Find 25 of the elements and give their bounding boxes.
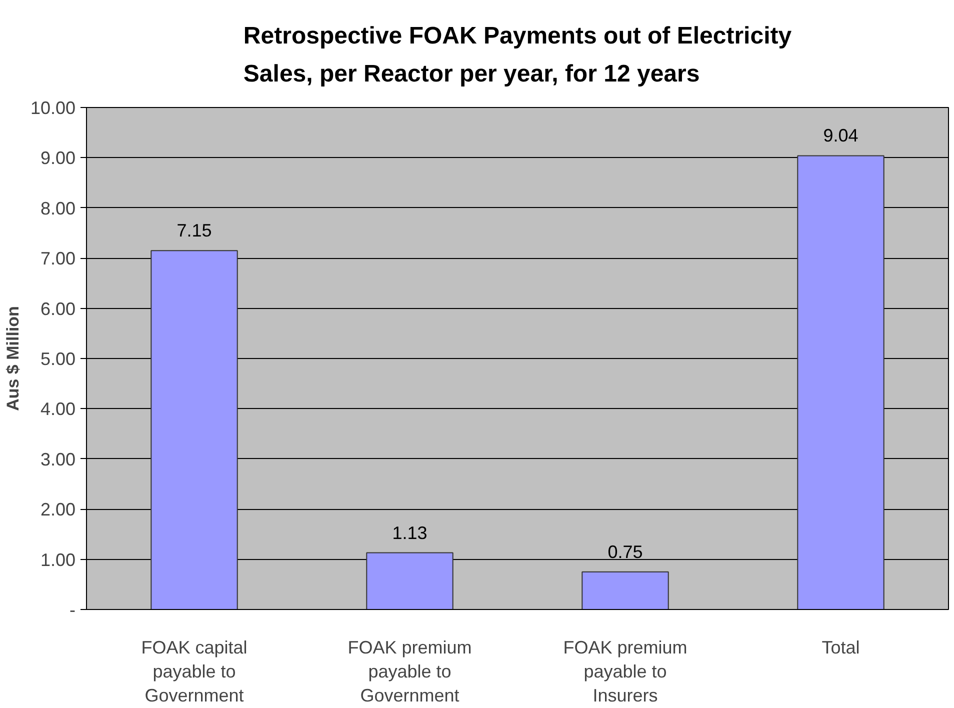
x-tick-label: Total [822,638,860,658]
y-tick-label: 6.00 [40,298,76,319]
data-label: 1.13 [392,522,428,543]
bar [150,250,238,610]
y-axis-title: Aus $ Million [3,306,22,411]
x-tick-label: FOAK capital payable to Government [141,638,248,706]
y-tick-label: 7.00 [40,248,76,269]
y-tick-label: 1.00 [40,550,76,570]
x-tick-label: FOAK premium payable to Government [348,638,472,706]
x-tick-label: FOAK premium payable to Insurers [563,638,688,706]
data-label: 0.75 [608,542,643,562]
y-tick-label: - [70,600,76,620]
data-label: 7.15 [176,220,212,241]
bar [797,155,884,610]
y-tick-label: 4.00 [40,399,76,420]
y-tick-label: 2.00 [40,500,76,520]
y-tick-label: 8.00 [40,198,76,218]
bar [582,571,669,610]
bar [366,552,454,610]
chart-title: Retrospective FOAK Payments out of Electricity Sales, per Reactor per year, for 12 years [243,22,792,88]
y-tick-label: 10.00 [30,98,76,118]
data-label: 9.04 [823,126,858,146]
y-tick-label: 9.00 [40,148,76,168]
y-tick-label: 3.00 [40,449,76,470]
y-tick-label: 5.00 [40,349,76,369]
